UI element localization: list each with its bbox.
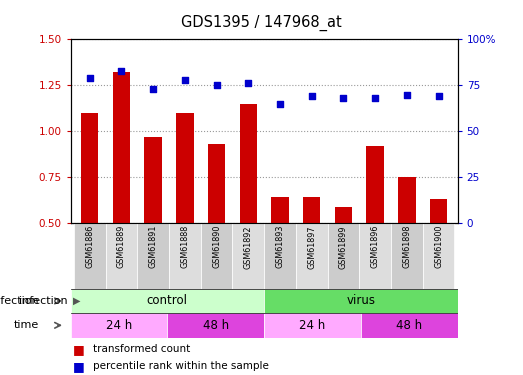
Bar (271, 197, 289, 223)
Text: GSM61889: GSM61889 (117, 225, 126, 268)
Bar (232, 223, 264, 289)
Bar (367, 146, 384, 223)
Text: GSM61900: GSM61900 (434, 225, 443, 268)
Bar (423, 223, 454, 289)
Bar (264, 313, 361, 338)
Text: GSM61892: GSM61892 (244, 225, 253, 268)
Point (117, 68, 126, 74)
Bar (264, 223, 296, 289)
Bar (112, 72, 130, 223)
Text: GSM61890: GSM61890 (212, 225, 221, 268)
Point (371, 95, 379, 101)
Point (180, 77, 189, 83)
Point (276, 101, 284, 107)
Text: ▶: ▶ (73, 296, 81, 306)
Text: time: time (14, 320, 39, 330)
Text: 24 h: 24 h (106, 319, 132, 332)
Bar (169, 223, 201, 289)
Bar (296, 223, 327, 289)
Text: GSM61896: GSM61896 (371, 225, 380, 268)
Point (308, 93, 316, 99)
Text: control: control (147, 294, 188, 307)
Bar (327, 223, 359, 289)
Point (85, 75, 94, 81)
Text: infection: infection (0, 296, 39, 306)
Text: 48 h: 48 h (203, 319, 229, 332)
Bar (137, 223, 169, 289)
Text: GDS1395 / 147968_at: GDS1395 / 147968_at (181, 15, 342, 31)
Bar (144, 137, 162, 223)
Bar (335, 207, 352, 223)
Bar (359, 223, 391, 289)
Point (244, 81, 253, 87)
Text: GSM61886: GSM61886 (85, 225, 94, 268)
Point (403, 92, 411, 98)
Bar (303, 197, 321, 223)
Bar (81, 113, 98, 223)
Point (149, 86, 157, 92)
Text: GSM61891: GSM61891 (149, 225, 157, 268)
Text: GSM61898: GSM61898 (402, 225, 412, 268)
Point (212, 82, 221, 88)
Text: ■: ■ (73, 360, 85, 373)
Bar (106, 223, 137, 289)
Bar (208, 144, 225, 223)
Bar (167, 313, 264, 338)
Bar (361, 313, 458, 338)
Point (435, 93, 443, 99)
Bar (240, 104, 257, 223)
Bar (176, 113, 194, 223)
Point (339, 95, 348, 101)
Text: 48 h: 48 h (396, 319, 422, 332)
Bar (71, 289, 264, 313)
Text: GSM61899: GSM61899 (339, 225, 348, 268)
Text: virus: virus (346, 294, 376, 307)
Bar (264, 289, 458, 313)
Text: GSM61893: GSM61893 (276, 225, 285, 268)
Text: GSM61888: GSM61888 (180, 225, 189, 268)
Bar (391, 223, 423, 289)
Bar (74, 223, 106, 289)
Text: 24 h: 24 h (299, 319, 326, 332)
Text: percentile rank within the sample: percentile rank within the sample (93, 361, 269, 371)
Bar (201, 223, 232, 289)
Bar (430, 199, 447, 223)
Text: infection: infection (19, 296, 68, 306)
Text: transformed count: transformed count (93, 344, 190, 354)
Bar (71, 313, 167, 338)
Text: ■: ■ (73, 343, 85, 356)
Text: GSM61897: GSM61897 (307, 225, 316, 268)
Bar (398, 177, 416, 223)
